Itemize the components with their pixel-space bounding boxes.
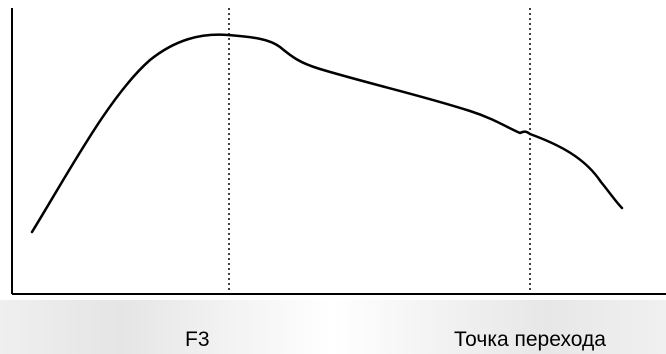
bottom-band — [0, 300, 666, 354]
main-curve — [30, 33, 624, 234]
transition-point-label: Точка перехода — [454, 328, 606, 351]
f3-label: F3 — [185, 328, 210, 351]
